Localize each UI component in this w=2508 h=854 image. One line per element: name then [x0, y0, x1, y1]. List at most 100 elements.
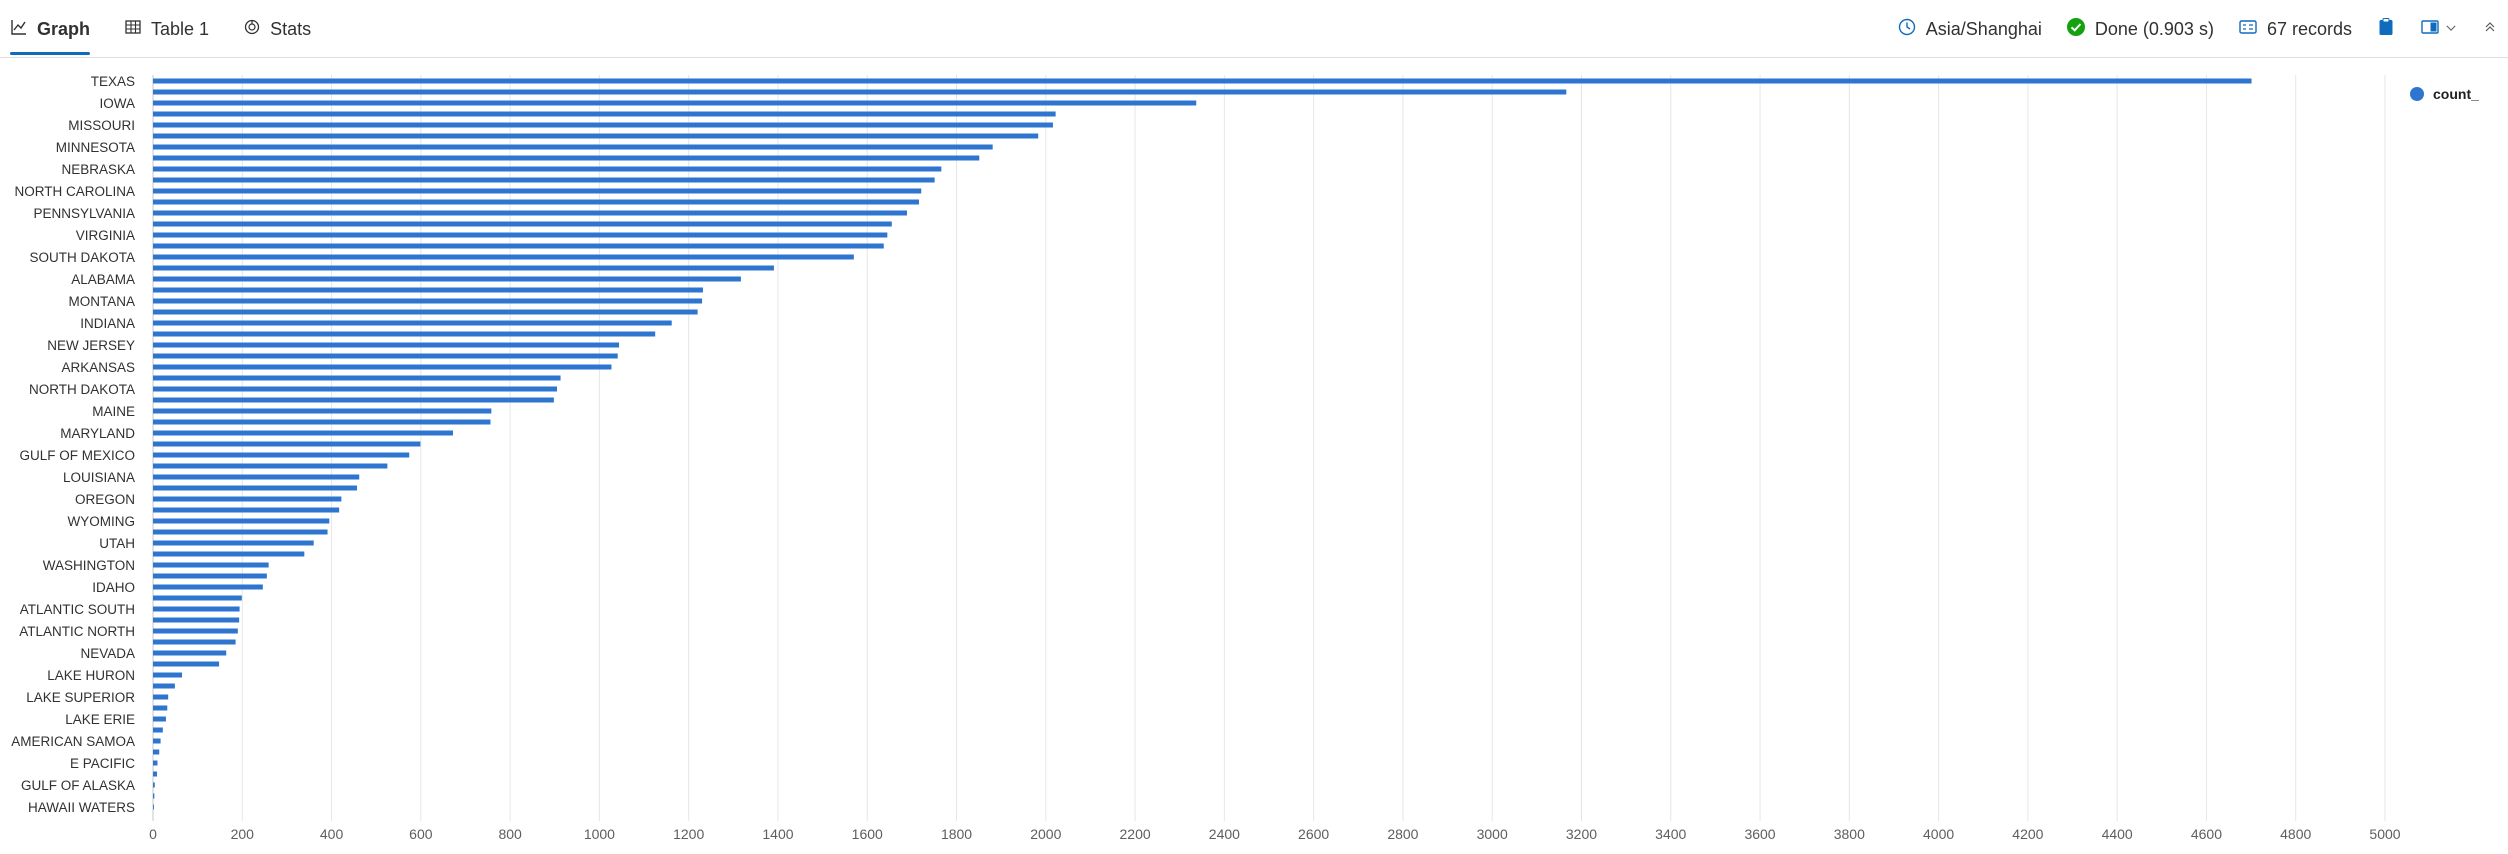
- x-tick-label: 3800: [1834, 826, 1865, 842]
- records-label: 67 records: [2266, 18, 2352, 39]
- y-category-label: INDIANA: [80, 316, 135, 331]
- y-category-label: MISSOURI: [68, 118, 135, 133]
- y-category-label: AMERICAN SAMOA: [11, 734, 135, 749]
- bar: [153, 243, 884, 249]
- x-tick-label: 2000: [1030, 826, 1061, 842]
- y-category-label: IDAHO: [92, 580, 135, 595]
- bar: [153, 441, 421, 447]
- record-count: 67 records: [2238, 17, 2352, 42]
- y-category-label: GULF OF ALASKA: [21, 778, 135, 793]
- bar: [153, 221, 892, 227]
- bar: [153, 683, 175, 689]
- x-tick-label: 4000: [1923, 826, 1954, 842]
- bar: [153, 78, 2252, 84]
- tab-stats-label: Stats: [270, 18, 312, 39]
- layout-dropdown[interactable]: [2420, 17, 2458, 42]
- bar: [153, 452, 410, 458]
- tab-graph[interactable]: Graph: [10, 0, 91, 58]
- line-chart-icon: [10, 18, 28, 41]
- y-category-label: ATLANTIC NORTH: [19, 624, 135, 639]
- bar: [153, 265, 774, 271]
- x-tick-label: 2400: [1209, 826, 1240, 842]
- chevron-double-up-icon: [2482, 19, 2498, 40]
- y-category-label: HAWAII WATERS: [28, 800, 135, 815]
- y-category-label: OREGON: [75, 492, 135, 507]
- y-category-label: PENNSYLVANIA: [33, 206, 135, 221]
- y-category-label: UTAH: [99, 536, 135, 551]
- bar: [153, 716, 166, 722]
- bar: [153, 738, 161, 744]
- y-category-label: IOWA: [100, 96, 136, 111]
- bar: [153, 254, 854, 260]
- x-tick-label: 400: [320, 826, 344, 842]
- bar: [153, 232, 888, 238]
- bar: [153, 430, 453, 436]
- tab-stats[interactable]: Stats: [243, 0, 311, 58]
- y-category-label: SOUTH DAKOTA: [29, 250, 135, 265]
- x-tick-label: 3400: [1655, 826, 1686, 842]
- y-category-label: TEXAS: [91, 74, 135, 89]
- bar: [153, 188, 922, 194]
- y-category-label: MONTANA: [69, 294, 136, 309]
- collapse-button[interactable]: [2482, 19, 2498, 40]
- x-tick-label: 3000: [1477, 826, 1508, 842]
- y-category-label: ALABAMA: [71, 272, 135, 287]
- bar: [153, 551, 305, 557]
- bar: [153, 628, 238, 634]
- bar: [153, 298, 703, 304]
- y-category-label: LAKE ERIE: [65, 712, 135, 727]
- bar: [153, 694, 169, 700]
- bar: [153, 727, 163, 733]
- y-category-label: MINNESOTA: [56, 140, 135, 155]
- y-category-label: NORTH CAROLINA: [14, 184, 135, 199]
- x-tick-label: 1800: [941, 826, 972, 842]
- bar: [153, 518, 330, 524]
- clipboard-icon: [2376, 17, 2396, 42]
- bar: [153, 485, 358, 491]
- x-tick-label: 0: [149, 826, 157, 842]
- bar: [153, 496, 342, 502]
- bar: [153, 133, 1039, 139]
- bar: [153, 353, 618, 359]
- query-done-status: Done (0.903 s): [2066, 17, 2214, 42]
- bar: [153, 419, 491, 425]
- bar: [153, 639, 236, 645]
- bar: [153, 793, 155, 799]
- x-tick-label: 2200: [1120, 826, 1151, 842]
- x-tick-label: 2600: [1298, 826, 1329, 842]
- x-tick-label: 1600: [852, 826, 883, 842]
- bar: [153, 210, 907, 216]
- bar: [153, 111, 1056, 117]
- result-tabs: Graph Table 1 Stats: [10, 0, 311, 58]
- bar: [153, 562, 269, 568]
- y-category-label: WASHINGTON: [43, 558, 135, 573]
- y-category-label: VIRGINIA: [76, 228, 135, 243]
- bar: [153, 408, 492, 414]
- bar: [153, 771, 158, 777]
- chart-legend[interactable]: count_: [2410, 86, 2479, 102]
- table-icon: [124, 18, 142, 41]
- bar: [153, 573, 267, 579]
- bar: [153, 386, 557, 392]
- y-category-label: NEBRASKA: [61, 162, 135, 177]
- bar: [153, 650, 227, 656]
- legend-marker: [2410, 87, 2424, 101]
- tab-table-1[interactable]: Table 1: [124, 0, 209, 58]
- bar: [153, 606, 240, 612]
- timezone-selector[interactable]: Asia/Shanghai: [1897, 17, 2042, 42]
- copy-button[interactable]: [2376, 17, 2396, 42]
- tab-graph-label: Graph: [37, 18, 91, 39]
- bar: [153, 463, 388, 469]
- bar: [153, 276, 741, 282]
- bar: [153, 595, 242, 601]
- bar: [153, 199, 920, 205]
- x-tick-label: 4400: [2102, 826, 2133, 842]
- bar: [153, 89, 1567, 95]
- y-category-label: E PACIFIC: [70, 756, 135, 771]
- bar: [153, 287, 703, 293]
- x-tick-label: 4600: [2191, 826, 2222, 842]
- y-category-label: WYOMING: [68, 514, 136, 529]
- check-circle-icon: [2066, 17, 2086, 42]
- x-tick-label: 3200: [1566, 826, 1597, 842]
- bar-chart: 0 200 400 600 800 1000 1200 1400 1600 1800 2000 220…: [11, 74, 2401, 842]
